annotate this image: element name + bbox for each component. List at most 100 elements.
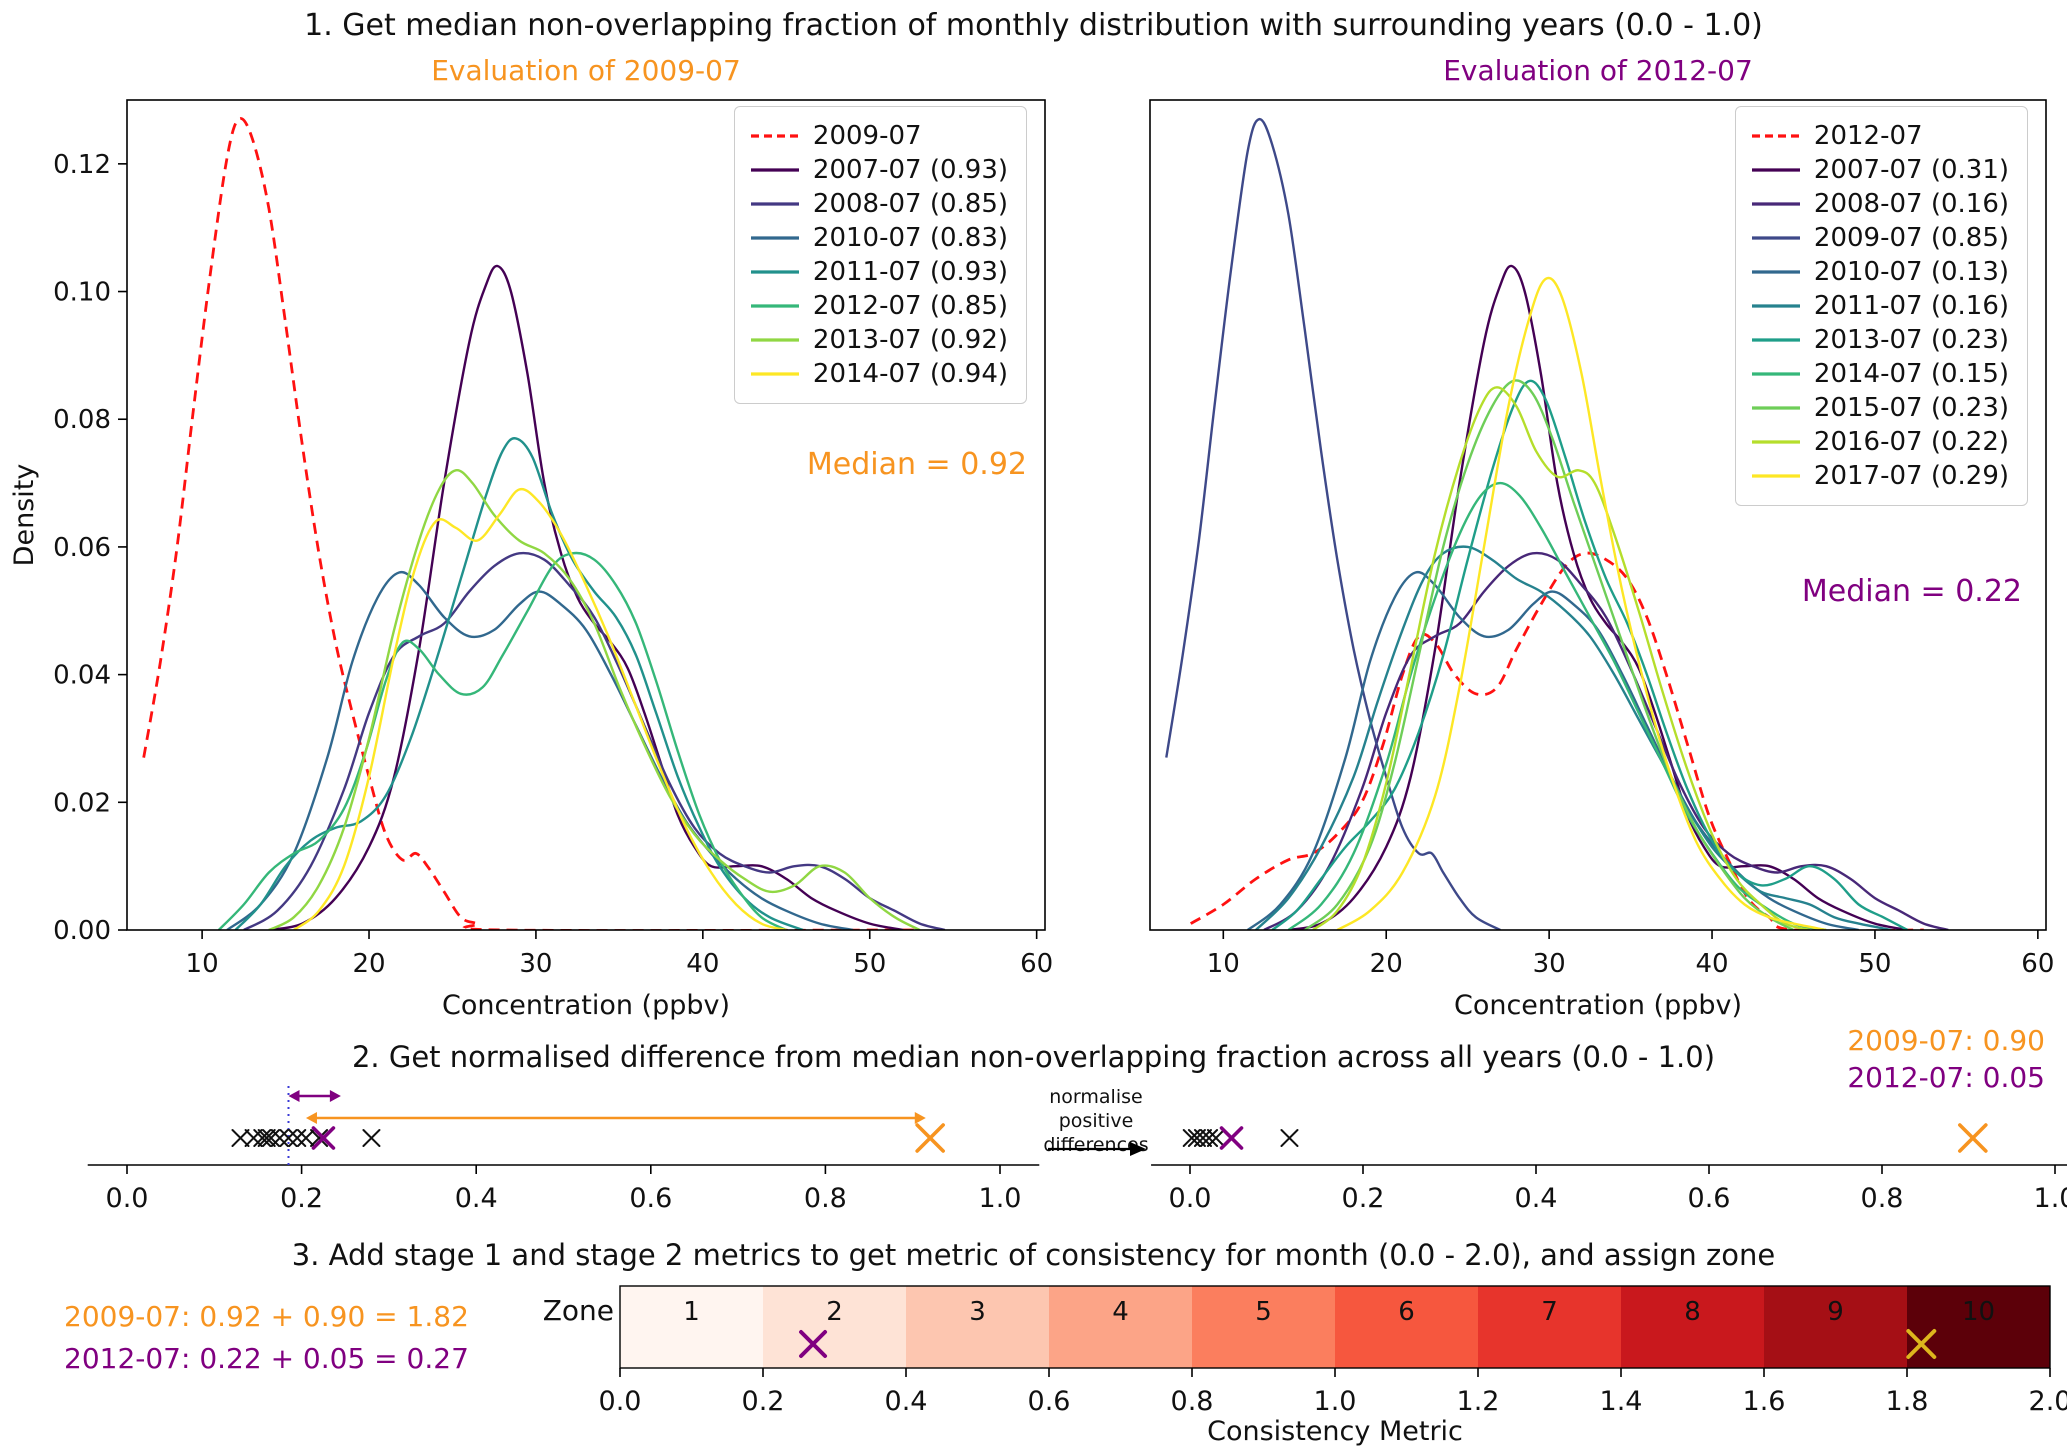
kde-right-chart: 10 20 30 40 50 60 Concentration (ppbv) bbox=[1149, 99, 2054, 1021]
legend-label: 2010-07 (0.83) bbox=[812, 223, 1008, 253]
legend-item: 2014-07 (0.94) bbox=[749, 357, 1008, 391]
zone-cell bbox=[1478, 1286, 1621, 1368]
legend-line-sample bbox=[1751, 202, 1800, 206]
svg-text:Consistency Metric: Consistency Metric bbox=[1207, 1416, 1463, 1446]
legend-item: 2013-07 (0.23) bbox=[1750, 323, 2009, 357]
kde-curve bbox=[1304, 379, 1795, 930]
x-marker bbox=[311, 1126, 336, 1150]
zone-cell bbox=[620, 1286, 763, 1368]
legend-line-sample bbox=[1751, 304, 1800, 308]
right-legend: 2012-07 2007-07 (0.31) 2008-07 (0.16) 2009-… bbox=[1734, 106, 2028, 506]
zone-cell bbox=[1335, 1286, 1478, 1368]
svg-text:0.10: 0.10 bbox=[53, 278, 111, 308]
svg-text:0.8: 0.8 bbox=[1861, 1183, 1904, 1214]
svg-text:0.4: 0.4 bbox=[885, 1386, 928, 1417]
kde-curve bbox=[268, 469, 921, 930]
legend-line-sample bbox=[1751, 372, 1800, 376]
svg-text:Density: Density bbox=[9, 464, 40, 567]
legend-label: 2013-07 (0.92) bbox=[812, 325, 1008, 355]
svg-text:1.2: 1.2 bbox=[1457, 1386, 1500, 1417]
x-marker bbox=[1906, 1329, 1937, 1359]
svg-text:0.0: 0.0 bbox=[599, 1386, 642, 1417]
x-marker bbox=[1219, 1126, 1244, 1150]
zone-cell bbox=[763, 1286, 906, 1368]
legend-line-sample bbox=[1751, 406, 1800, 410]
left-panel-subtitle: Evaluation of 2009-07 bbox=[431, 54, 741, 87]
svg-text:0.0: 0.0 bbox=[106, 1183, 149, 1214]
stage2-title: 2. Get normalised difference from median… bbox=[351, 1040, 1716, 1074]
zone-cell bbox=[1621, 1286, 1764, 1368]
svg-text:1: 1 bbox=[683, 1297, 700, 1327]
x-marker bbox=[279, 1129, 298, 1147]
svg-text:0.6: 0.6 bbox=[629, 1183, 672, 1214]
svg-text:2.0: 2.0 bbox=[2029, 1386, 2067, 1417]
svg-text:1.8: 1.8 bbox=[1886, 1386, 1929, 1417]
kde-curve bbox=[293, 487, 787, 930]
x-marker bbox=[231, 1129, 250, 1147]
zone-cell bbox=[1192, 1286, 1335, 1368]
svg-text:5: 5 bbox=[1255, 1297, 1272, 1327]
x-marker bbox=[270, 1129, 289, 1147]
legend-item: 2008-07 (0.85) bbox=[749, 187, 1008, 221]
stage3-sum-2012: 2012-07: 0.22 + 0.05 = 0.27 bbox=[64, 1342, 469, 1375]
svg-text:10: 10 bbox=[1207, 949, 1240, 979]
raw-difference-numberline: 0.0 0.2 0.4 0.6 0.8 1.0 bbox=[87, 1086, 1040, 1214]
legend-item: 2015-07 (0.23) bbox=[1750, 391, 2009, 425]
svg-text:0.02: 0.02 bbox=[53, 788, 111, 818]
legend-label: 2013-07 (0.23) bbox=[1813, 325, 2009, 355]
kde-curve bbox=[234, 437, 804, 930]
legend-line-sample bbox=[1751, 440, 1800, 444]
legend-line-sample bbox=[750, 202, 799, 206]
kde-left-chart: 10 20 30 40 50 60 Concentration (ppbv) 0.00 0.02… bbox=[9, 99, 1053, 1021]
stage2-result-2009: 2009-07: 0.90 bbox=[1847, 1024, 2045, 1057]
right-median-value: Median = 0.22 bbox=[1801, 574, 2022, 609]
legend-item: 2009-07 bbox=[749, 119, 1008, 153]
svg-text:4: 4 bbox=[1112, 1297, 1129, 1327]
legend-item: 2016-07 (0.22) bbox=[1750, 425, 2009, 459]
normalised-difference-numberline: 0.0 0.2 0.4 0.6 0.8 1.0 bbox=[1151, 1123, 2067, 1214]
legend-line-sample bbox=[1751, 168, 1800, 172]
legend-label: 2007-07 (0.93) bbox=[812, 155, 1008, 185]
legend-item: 2009-07 (0.85) bbox=[1750, 221, 2009, 255]
legend-label: 2009-07 bbox=[812, 121, 922, 151]
legend-label: 2011-07 (0.16) bbox=[1813, 291, 2009, 321]
legend-label: 2007-07 (0.31) bbox=[1813, 155, 2009, 185]
x-marker bbox=[257, 1129, 276, 1147]
kde-curve bbox=[1312, 386, 1811, 930]
x-marker bbox=[296, 1129, 315, 1147]
x-marker bbox=[1200, 1129, 1219, 1147]
legend-label: 2012-07 (0.85) bbox=[812, 291, 1008, 321]
legend-line-sample bbox=[1751, 134, 1800, 138]
normalise-arrow-icon bbox=[1048, 1142, 1146, 1156]
stage1-title: 1. Get median non-overlapping fraction o… bbox=[304, 8, 1763, 43]
svg-text:20: 20 bbox=[1370, 949, 1403, 979]
legend-label: 2015-07 (0.23) bbox=[1813, 393, 2009, 423]
kde-curve bbox=[243, 551, 946, 930]
svg-text:30: 30 bbox=[519, 949, 552, 979]
legend-label: 2017-07 (0.29) bbox=[1813, 461, 2009, 491]
svg-text:0.6: 0.6 bbox=[1028, 1386, 1071, 1417]
svg-text:1.4: 1.4 bbox=[1600, 1386, 1643, 1417]
kde-curve bbox=[1336, 276, 1827, 930]
legend-item: 2012-07 bbox=[1750, 119, 2009, 153]
left-median-value: Median = 0.92 bbox=[806, 447, 1027, 482]
svg-text:60: 60 bbox=[2021, 949, 2054, 979]
legend-label: 2012-07 bbox=[1813, 121, 1923, 151]
legend-line-sample bbox=[750, 134, 799, 138]
legend-line-sample bbox=[750, 270, 799, 274]
svg-text:0.08: 0.08 bbox=[53, 405, 111, 435]
zone-cell bbox=[1764, 1286, 1907, 1368]
legend-line-sample bbox=[750, 304, 799, 308]
legend-label: 2010-07 (0.13) bbox=[1813, 257, 2009, 287]
svg-text:0.0: 0.0 bbox=[1169, 1183, 1212, 1214]
legend-line-sample bbox=[1751, 474, 1800, 478]
kde-curve bbox=[1263, 551, 1949, 930]
x-marker bbox=[1280, 1129, 1299, 1147]
legend-line-sample bbox=[750, 372, 799, 376]
legend-label: 2009-07 (0.85) bbox=[1813, 223, 2009, 253]
zone-cell bbox=[1049, 1286, 1192, 1368]
legend-item: 2011-07 (0.93) bbox=[749, 255, 1008, 289]
svg-text:7: 7 bbox=[1541, 1297, 1558, 1327]
x-marker bbox=[362, 1129, 381, 1147]
